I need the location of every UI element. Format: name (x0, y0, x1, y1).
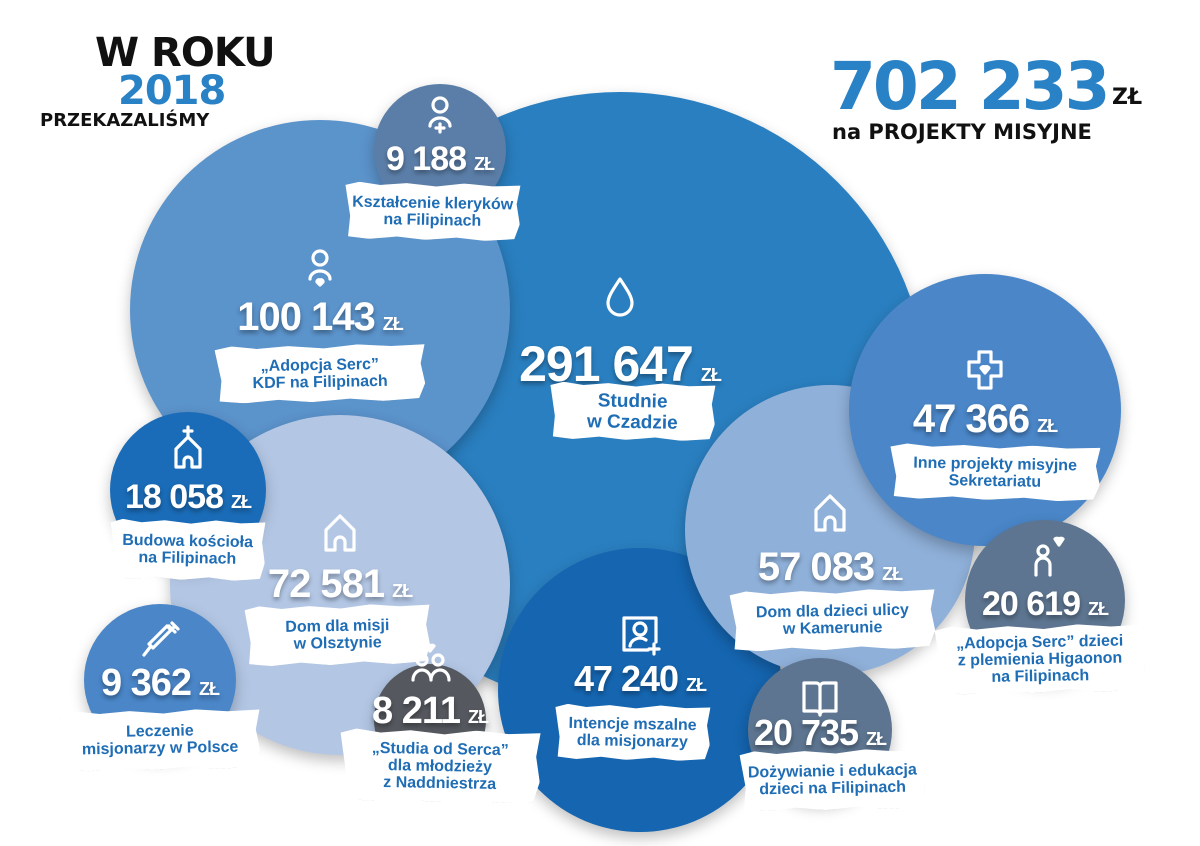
label-line: dzieci na Filipinach (759, 778, 907, 799)
value-text: 72 581 (267, 562, 385, 606)
value-unit: ZŁ (686, 675, 707, 695)
value-text: 100 143 (237, 295, 376, 339)
bubble-label: Budowa kościoła na Filipinach (109, 519, 265, 582)
label-line: Studnie (597, 389, 668, 413)
label-line: misjonarzy w Polsce (81, 738, 239, 759)
value-text: 8 211 (372, 690, 461, 732)
bubble-value: 20 735 ZŁ (753, 712, 887, 754)
bubble-label: Leczenie misjonarzy w Polsce (59, 708, 260, 771)
cross-heart-icon (963, 348, 1007, 392)
value-unit: ZŁ (1037, 416, 1058, 436)
header-year: 2018 (118, 68, 226, 114)
bubble-value: 291 647 ZŁ (519, 335, 722, 393)
label-line: z Naddniestrza (383, 773, 497, 793)
label-line: na Filipinach (138, 549, 237, 568)
total-value: 702 233 (830, 48, 1111, 125)
bubble-label: „Adopcja Serc” KDF na Filipinach (215, 343, 426, 404)
value-unit: ZŁ (468, 707, 489, 727)
label-line: KDF na Filipinach (252, 372, 388, 392)
bubble-value: 72 581 ZŁ (267, 562, 413, 607)
bubble (849, 274, 1121, 546)
bubble-label: Dożywianie i edukacja dzieci na Filipinac… (739, 748, 925, 811)
house-icon (808, 490, 852, 534)
bubble-label: Kształcenie kleryków na Filipinach (345, 181, 521, 241)
label-line: w Kamerunie (782, 619, 883, 638)
value-text: 47 240 (573, 658, 679, 699)
bubble-value: 18 058 ZŁ (125, 478, 252, 517)
value-unit: ZŁ (199, 679, 220, 699)
value-text: 57 083 (757, 545, 875, 589)
label-line: Sekretariatu (948, 471, 1042, 491)
value-text: 291 647 (519, 336, 694, 392)
bubble-label: Dom dla misji w Olsztynie (244, 603, 430, 666)
bubble-label: Studnie w Czadzie (550, 382, 716, 442)
value-unit: ZŁ (1088, 599, 1109, 619)
house-icon (318, 510, 362, 554)
syringe-icon (138, 617, 182, 661)
bubble-value: 9 362 ZŁ (100, 662, 220, 705)
bubble-value: 100 143 ZŁ (237, 295, 404, 340)
value-unit: ZŁ (474, 154, 495, 174)
church-icon (166, 425, 210, 469)
value-text: 9 188 (385, 140, 467, 178)
portrait-plus-icon (618, 612, 662, 656)
value-text: 9 362 (100, 662, 192, 704)
bubble-value: 47 366 ZŁ (912, 397, 1058, 442)
water-drop-icon (598, 275, 642, 319)
total-unit: ZŁ (1112, 85, 1143, 110)
value-text: 18 058 (125, 478, 224, 516)
value-text: 47 366 (912, 397, 1030, 441)
label-line: dla misjonarzy (576, 731, 689, 751)
bubble-label: Inne projekty misyjne Sekretariatu (890, 443, 1101, 502)
bubble-value: 47 240 ZŁ (573, 658, 707, 700)
bubble-label: „Adopcja Serc” dzieci z plemienia Higaono… (934, 623, 1145, 695)
value-unit: ZŁ (382, 314, 404, 334)
label-line: w Czadzie (586, 410, 678, 434)
person-heart-icon (298, 245, 342, 289)
total-subtitle: na PROJEKTY MISYJNE (832, 120, 1092, 144)
value-unit: ZŁ (882, 564, 903, 584)
child-heart-icon (1023, 535, 1067, 579)
bubble-label: „Studia od Serca” dla młodzieży z Naddnies… (339, 728, 540, 803)
value-unit: ZŁ (866, 729, 887, 749)
label-line: w Olsztynie (293, 634, 382, 653)
header-line1: W ROKU (95, 30, 276, 76)
bubble-label: Intencje mszalne dla misjonarzy (555, 704, 711, 762)
value-text: 20 735 (753, 712, 859, 753)
book-icon (798, 675, 842, 719)
value-unit: ZŁ (700, 365, 722, 385)
bubble-value: 57 083 ZŁ (757, 545, 903, 590)
bubble-value: 20 619 ZŁ (982, 585, 1109, 624)
value-unit: ZŁ (231, 492, 252, 512)
label-line: na Filipinach (991, 666, 1090, 686)
header-line3: PRZEKAZALIŚMY (40, 110, 210, 131)
label-line: na Filipinach (383, 210, 482, 230)
bubble-value: 9 188 ZŁ (385, 140, 495, 179)
value-unit: ZŁ (392, 581, 413, 601)
bubble-value: 8 211 ZŁ (372, 690, 489, 733)
bubble-label: Dom dla dzieci ulicy w Kamerunie (729, 588, 935, 652)
value-text: 20 619 (982, 585, 1081, 623)
people-heart-icon (408, 640, 452, 684)
person-plus-icon (418, 92, 462, 136)
